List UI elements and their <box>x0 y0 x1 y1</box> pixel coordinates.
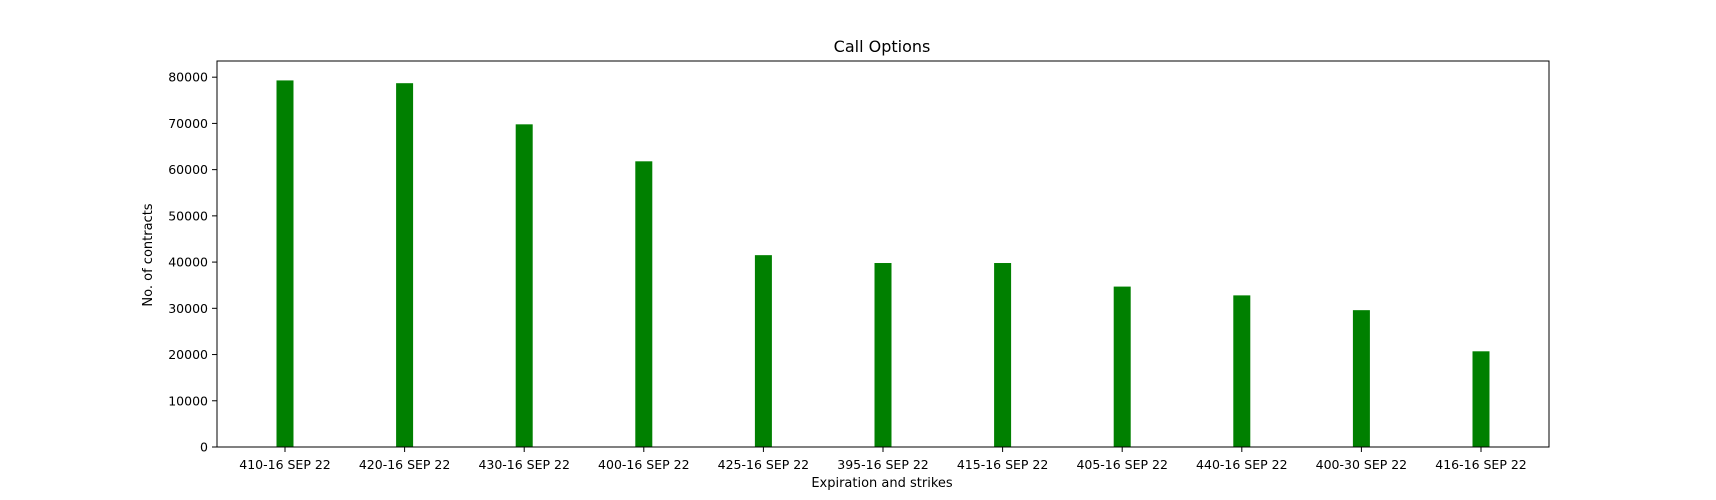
bar <box>994 263 1012 447</box>
x-axis-label: Expiration and strikes <box>811 476 953 491</box>
plot-area-frame <box>216 60 1550 448</box>
y-tick-label: 60000 <box>168 162 208 177</box>
x-tick-label: 440-16 SEP 22 <box>1196 457 1288 472</box>
chart-title: Call Options <box>834 37 931 56</box>
y-tick-label: 50000 <box>168 208 208 223</box>
bar <box>1472 351 1490 447</box>
x-tick-label: 395-16 SEP 22 <box>837 457 929 472</box>
bar <box>396 83 414 448</box>
y-tick-label: 30000 <box>168 301 208 316</box>
y-axis-label: No. of contracts <box>141 203 156 306</box>
y-tick-label: 40000 <box>168 255 208 270</box>
bar <box>515 124 533 448</box>
bar-series <box>276 80 1490 448</box>
y-tick-label: 70000 <box>168 116 208 131</box>
y-tick-label: 0 <box>200 440 208 455</box>
x-tick-label: 415-16 SEP 22 <box>957 457 1049 472</box>
bar <box>276 80 294 448</box>
bar <box>874 263 892 447</box>
x-tick-label: 400-30 SEP 22 <box>1316 457 1408 472</box>
y-tick-label: 20000 <box>168 347 208 362</box>
y-tick-label: 10000 <box>168 393 208 408</box>
x-tick-label: 425-16 SEP 22 <box>718 457 810 472</box>
bar <box>635 161 653 447</box>
x-tick-label: 430-16 SEP 22 <box>478 457 570 472</box>
bar <box>1352 310 1370 447</box>
bar <box>754 255 772 447</box>
y-axis-ticks: 0 10000 20000 30000 40000 50000 60000 70000 8000… <box>168 70 217 455</box>
x-axis-ticks: 410-16 SEP 22 420-16 SEP 22 430-16 SEP 22 4… <box>239 447 1527 472</box>
x-tick-label: 405-16 SEP 22 <box>1076 457 1168 472</box>
x-tick-label: 410-16 SEP 22 <box>239 457 331 472</box>
bar <box>1233 295 1251 447</box>
x-tick-label: 420-16 SEP 22 <box>359 457 451 472</box>
y-tick-label: 80000 <box>168 70 208 85</box>
x-tick-label: 416-16 SEP 22 <box>1435 457 1527 472</box>
x-tick-label: 400-16 SEP 22 <box>598 457 690 472</box>
bar <box>1113 286 1131 447</box>
